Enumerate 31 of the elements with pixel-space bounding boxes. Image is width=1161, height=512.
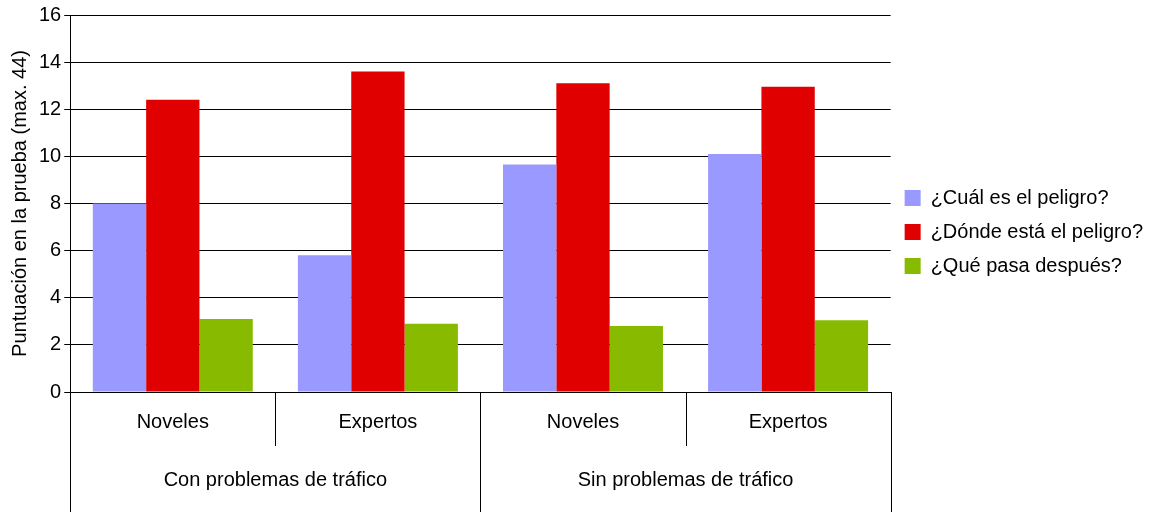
y-tick-label: 16 [39, 2, 62, 25]
text: Con problemas de tráfico [163, 467, 388, 490]
bar [556, 83, 610, 392]
x-tick-label: Noveles [546, 409, 620, 432]
bar [92, 203, 147, 392]
y-tick-label: 2 [50, 332, 62, 355]
text: Sin problemas de tráfico [577, 467, 794, 490]
y-tick-label: 12 [39, 96, 62, 119]
bar [609, 326, 663, 392]
y-tick-label: 4 [50, 285, 62, 308]
y-tick-label: 8 [50, 191, 62, 214]
x-tick-label: Expertos [338, 409, 418, 432]
legend-label: ¿Dónde está el peligro? [930, 219, 1144, 242]
bar [351, 71, 405, 392]
legend-label: ¿Cuál es el peligro? [930, 185, 1109, 208]
bar [503, 164, 557, 392]
y-tick-label: 6 [50, 238, 62, 261]
y-axis-title: Puntuación en la prueba (max. 44) [7, 50, 30, 357]
y-tick-label: 0 [50, 379, 62, 402]
legend-label: ¿Qué pasa después? [930, 253, 1122, 276]
bar [297, 255, 352, 392]
y-tick-label: 10 [39, 143, 62, 166]
bar [708, 154, 762, 392]
bar [199, 318, 253, 392]
bar [814, 320, 869, 392]
y-tick-label: 14 [39, 49, 62, 72]
bar [404, 323, 458, 392]
bar [761, 86, 815, 392]
x-tick-label: Noveles [136, 409, 209, 432]
bar [146, 99, 200, 392]
x-tick-label: Expertos [748, 409, 828, 432]
